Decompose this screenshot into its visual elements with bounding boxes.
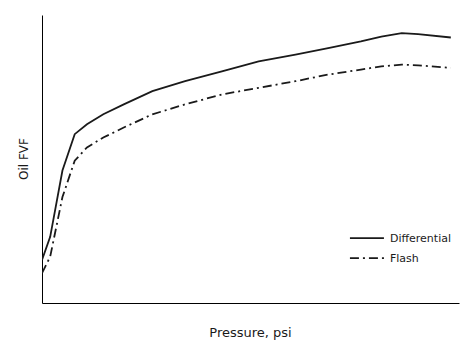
legend-swatch (350, 237, 384, 239)
legend-label: Flash (390, 252, 419, 265)
series-line (42, 65, 451, 274)
plot: Differential Flash (42, 16, 460, 304)
legend-item: Flash (350, 252, 419, 265)
axis-line (42, 16, 43, 304)
series-line (42, 33, 451, 260)
legend-item: Differential (350, 232, 451, 245)
legend: Differential Flash (350, 232, 451, 265)
lines (42, 33, 451, 273)
legend-label: Differential (390, 232, 451, 245)
y-axis-title: Oil FVF (17, 138, 31, 180)
chart: Differential Flash Pressure, psi Oil FVF (0, 0, 474, 351)
legend-swatch (350, 257, 384, 259)
y-axis (42, 16, 43, 304)
axis-line (43, 303, 460, 304)
x-axis (43, 303, 460, 304)
x-axis-title: Pressure, psi (209, 325, 291, 340)
